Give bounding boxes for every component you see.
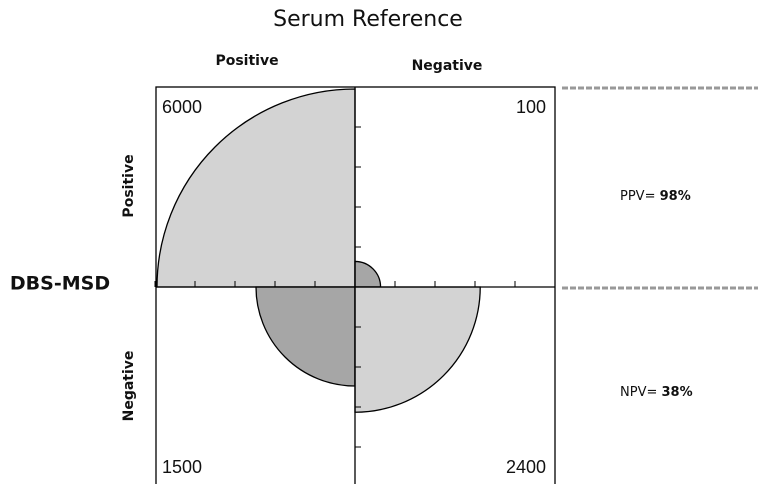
- ppv-value: 98%: [660, 189, 691, 204]
- ppv: PPV= 98%: [620, 189, 691, 204]
- column-label: Negative: [412, 58, 483, 74]
- npv-label: NPV=: [620, 385, 657, 400]
- ppv-label: PPV=: [620, 189, 655, 204]
- row-label: Positive: [121, 154, 137, 217]
- row-label: Negative: [121, 351, 137, 422]
- wedge: [354, 286, 481, 413]
- count-label: 1500: [162, 457, 202, 477]
- npv-value: 38%: [662, 385, 693, 400]
- chart-title: Serum Reference: [273, 7, 463, 32]
- row-title: DBS-MSD: [10, 273, 110, 295]
- wedge: [354, 260, 382, 288]
- count-label: 2400: [506, 457, 546, 477]
- count-label: 100: [516, 97, 546, 117]
- column-label: Positive: [215, 53, 278, 69]
- npv: NPV= 38%: [620, 385, 693, 400]
- wedge: [156, 88, 356, 288]
- count-label: 6000: [162, 97, 202, 117]
- wedge: [255, 286, 356, 387]
